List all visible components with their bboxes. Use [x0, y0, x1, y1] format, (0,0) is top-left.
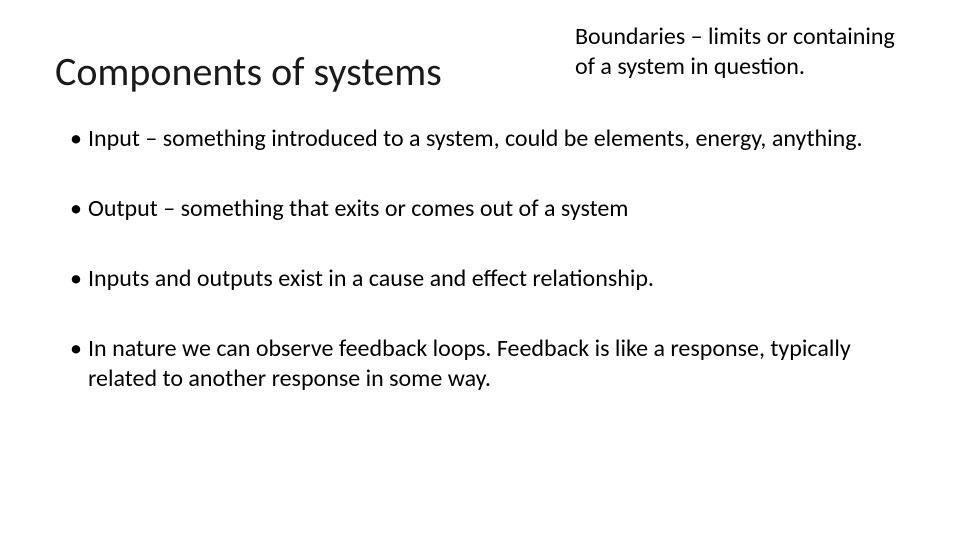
slide-title: Components of systems	[55, 22, 575, 96]
bullet-item: Input – something introduced to a system…	[70, 124, 910, 154]
bullet-item: Output – something that exits or comes o…	[70, 194, 910, 224]
header-row: Components of systems Boundaries – limit…	[0, 0, 960, 96]
slide-subtitle: Boundaries – limits or containing of a s…	[575, 22, 920, 82]
bullet-item: In nature we can observe feedback loops.…	[70, 334, 910, 394]
bullet-item: Inputs and outputs exist in a cause and …	[70, 264, 910, 294]
bullet-list: Input – something introduced to a system…	[0, 96, 960, 394]
